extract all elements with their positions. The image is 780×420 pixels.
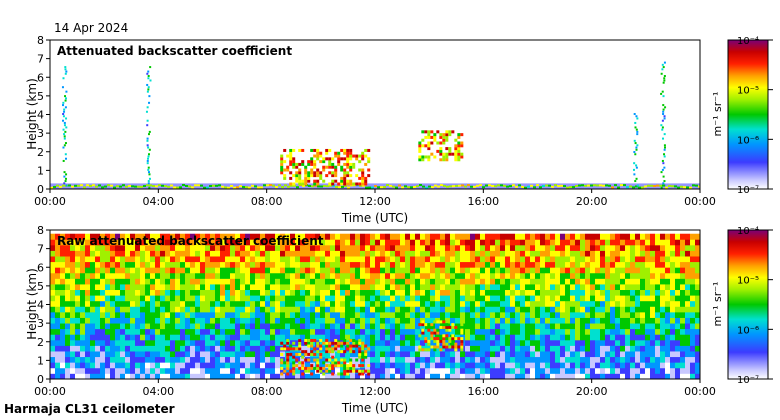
y-tick-label: 3: [37, 127, 44, 140]
x-tick-label: 04:00: [142, 195, 174, 208]
y-tick-label: 2: [37, 146, 44, 159]
x-tick-label: 04:00: [142, 385, 174, 398]
feature-precip-column: [660, 61, 667, 189]
x-axis-label: Time (UTC): [341, 401, 408, 415]
x-axis: 00:00 04:00 08:00 12:00 16:00 20:00 00:00: [34, 379, 716, 398]
date-label: 14 Apr 2024: [54, 21, 128, 35]
y-tick-label: 1: [37, 164, 44, 177]
y-tick-label: 8: [37, 224, 44, 237]
x-tick-label: 08:00: [251, 385, 283, 398]
plot-area: [50, 40, 700, 189]
colorbar-tick-label: 10⁻⁵: [737, 276, 759, 287]
x-tick-label: 12:00: [359, 385, 391, 398]
feature-precip-column: [633, 113, 639, 187]
y-tick-label: 2: [37, 336, 44, 349]
y-tick-label: 1: [37, 354, 44, 367]
feature-cloud: [418, 320, 464, 352]
colorbar-tick-label: 10⁻⁷: [737, 375, 759, 386]
panel-title: Attenuated backscatter coefficient: [57, 44, 292, 58]
x-tick-label: 16:00: [467, 385, 499, 398]
y-tick-label: 3: [37, 317, 44, 330]
y-axis: 0 1 2 3 4 5 6 7 8: [37, 224, 50, 386]
colorbar-tick-label: 10⁻⁶: [737, 325, 759, 336]
colorbar: [727, 229, 769, 380]
colorbar-tick-label: 10⁻⁴: [737, 226, 759, 237]
colorbar-tick-label: 10⁻⁴: [737, 36, 759, 47]
y-tick-label: 8: [37, 34, 44, 47]
feature-precip-column: [61, 66, 68, 187]
feature-noisy-background: [50, 233, 700, 379]
y-tick-label: 0: [37, 373, 44, 386]
colorbar: [727, 39, 769, 190]
x-axis: 00:00 04:00 08:00 12:00 16:00 20:00 00:00: [34, 189, 716, 208]
colorbar-tick-label: 10⁻⁵: [737, 86, 759, 97]
backscatter-field: [50, 61, 700, 189]
y-tick-label: 4: [37, 299, 44, 312]
x-tick-label: 20:00: [576, 195, 608, 208]
attenuated-backscatter-panel: Attenuated backscatter coefficient 0 1 2 3 4…: [25, 34, 773, 225]
raw-backscatter-panel: Raw attenuated backscatter coefficient 0…: [25, 224, 773, 415]
y-tick-label: 6: [37, 261, 44, 274]
y-tick-label: 0: [37, 183, 44, 196]
feature-cloud: [280, 338, 371, 376]
colorbar-unit: m⁻¹ sr⁻¹: [711, 282, 724, 327]
x-tick-label: 16:00: [467, 195, 499, 208]
colorbar-ticks: 10⁻⁴ 10⁻⁵ 10⁻⁶ 10⁻⁷: [737, 226, 773, 386]
x-tick-label: 00:00: [34, 385, 66, 398]
x-tick-label: 00:00: [34, 195, 66, 208]
y-tick-label: 5: [37, 280, 44, 293]
colorbar-unit: m⁻¹ sr⁻¹: [711, 92, 724, 137]
colorbar-tick-label: 10⁻⁷: [737, 185, 759, 196]
panel-title: Raw attenuated backscatter coefficient: [57, 234, 324, 248]
feature-cloud: [280, 148, 371, 186]
site-label: Harmaja CL31 ceilometer: [4, 402, 175, 416]
x-tick-label: 00:00: [684, 385, 716, 398]
y-tick-label: 6: [37, 71, 44, 84]
x-tick-label: 20:00: [576, 385, 608, 398]
backscatter-field: [50, 233, 700, 379]
y-axis-label: Height (km): [25, 78, 39, 149]
x-tick-label: 08:00: [251, 195, 283, 208]
x-tick-label: 00:00: [684, 195, 716, 208]
y-tick-label: 7: [37, 53, 44, 66]
colorbar-tick-label: 10⁻⁶: [737, 135, 759, 146]
feature-precip-column: [145, 66, 152, 189]
x-axis-label: Time (UTC): [341, 211, 408, 225]
y-tick-label: 7: [37, 243, 44, 256]
feature-surface-layer: [50, 183, 700, 189]
y-tick-label: 4: [37, 109, 44, 122]
y-axis: 0 1 2 3 4 5 6 7 8: [37, 34, 50, 196]
x-tick-label: 12:00: [359, 195, 391, 208]
y-tick-label: 5: [37, 90, 44, 103]
colorbar-ticks: 10⁻⁴ 10⁻⁵ 10⁻⁶ 10⁻⁷: [737, 36, 773, 196]
feature-cloud: [418, 130, 464, 162]
y-axis-label: Height (km): [25, 268, 39, 339]
